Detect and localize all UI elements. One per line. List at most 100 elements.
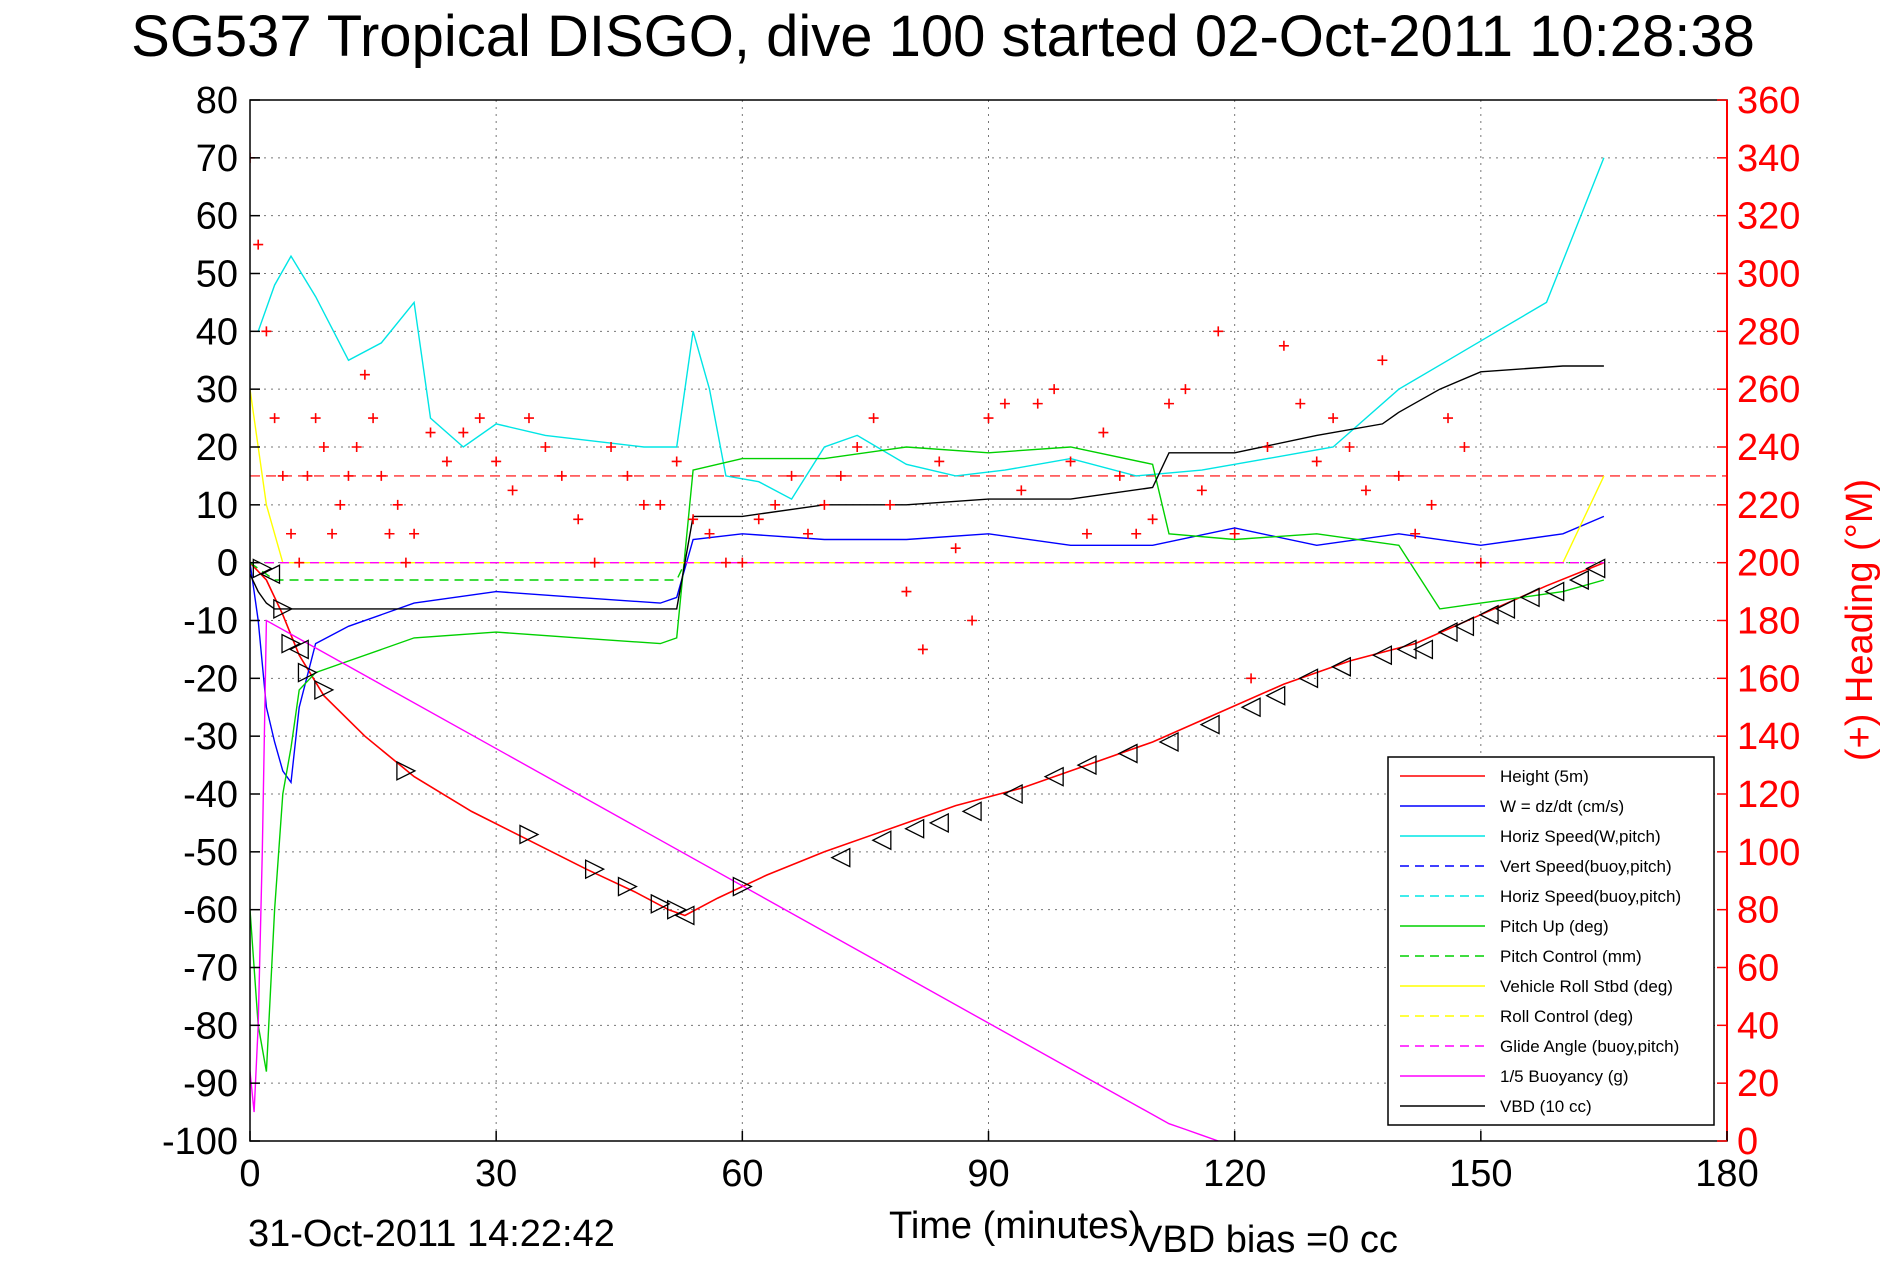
heading-marker — [277, 470, 288, 481]
heading-marker — [1032, 398, 1043, 409]
heading-marker — [573, 514, 584, 525]
heading-marker — [983, 413, 994, 424]
legend-label-7: Vehicle Roll Stbd (deg) — [1500, 977, 1673, 996]
y-tick-label-left: -100 — [162, 1121, 238, 1163]
height-triangle-marker — [1568, 569, 1589, 591]
heading-marker — [770, 499, 781, 510]
heading-marker — [1213, 326, 1224, 337]
y-tick-label-right: 180 — [1737, 601, 1800, 643]
heading-marker — [1262, 442, 1273, 452]
heading-marker — [1393, 470, 1404, 481]
x-tick-label: 150 — [1449, 1153, 1512, 1195]
y-tick-label-right: 160 — [1737, 658, 1800, 700]
height-triangle-marker — [1519, 587, 1540, 608]
heading-marker — [1180, 384, 1191, 395]
heading-marker — [1426, 499, 1437, 510]
heading-marker — [384, 528, 395, 539]
heading-marker — [1459, 442, 1470, 452]
y-tick-label-left: 80 — [196, 80, 238, 122]
heading-marker — [1344, 442, 1355, 452]
legend-label-8: Roll Control (deg) — [1500, 1007, 1633, 1026]
height-triangle-marker — [904, 818, 925, 839]
height-triangle-marker — [650, 893, 671, 914]
heading-marker — [294, 557, 305, 568]
height-triangle-marker — [674, 905, 695, 926]
heading-marker — [688, 514, 699, 525]
x-tick-label: 120 — [1203, 1153, 1266, 1195]
series-line-11 — [250, 365, 1604, 610]
y-tick-label-right: 280 — [1737, 311, 1800, 353]
y-tick-label-right: 20 — [1737, 1063, 1779, 1105]
legend: Height (5m) W = dz/dt (cm/s) Horiz Speed(W… — [1387, 756, 1715, 1126]
heading-marker — [425, 427, 436, 438]
height-triangle-marker — [1076, 755, 1097, 776]
heading-marker — [704, 528, 715, 539]
heading-marker — [1410, 528, 1421, 539]
heading-marker — [400, 557, 411, 568]
height-triangle-marker — [732, 876, 753, 897]
y-tick-label-left: -80 — [183, 1005, 238, 1047]
series-line-5 — [250, 446, 1605, 1072]
y-tick-label-left: -20 — [183, 658, 238, 700]
y-tick-label-left: -50 — [183, 832, 238, 874]
heading-marker — [802, 528, 813, 539]
heading-marker — [253, 239, 264, 250]
heading-marker — [901, 586, 912, 597]
x-tick-label: 0 — [239, 1153, 260, 1195]
heading-marker — [999, 398, 1010, 409]
x-axis-label: Time (minutes) — [889, 1205, 1141, 1247]
series-line-6 — [250, 562, 1604, 581]
height-triangle-marker — [928, 812, 949, 833]
height-triangle-marker — [1437, 622, 1458, 643]
height-triangle-marker — [1585, 558, 1606, 579]
heading-marker — [622, 470, 633, 481]
height-triangle-marker — [961, 801, 982, 822]
height-triangle-marker — [1298, 668, 1319, 689]
x-tick-label: 90 — [967, 1153, 1009, 1195]
heading-marker — [507, 485, 518, 496]
y-tick-label-right: 200 — [1737, 543, 1800, 585]
heading-marker — [1443, 413, 1454, 424]
right-axis-label: (+) Heading (°M) — [1839, 479, 1881, 761]
heading-marker — [917, 644, 928, 655]
legend-label-0: Height (5m) — [1500, 767, 1589, 786]
height-triangle-marker — [1265, 685, 1286, 706]
y-tick-label-right: 0 — [1737, 1121, 1758, 1163]
y-tick-label-right: 320 — [1737, 196, 1800, 238]
y-tick-label-left: 70 — [196, 138, 238, 180]
height-triangle-marker — [281, 633, 302, 654]
legend-label-2: Horiz Speed(W,pitch) — [1500, 827, 1661, 846]
height-triangle-marker — [314, 679, 335, 700]
heading-marker — [523, 413, 534, 424]
y-tick-label-left: 30 — [196, 369, 238, 411]
heading-marker — [638, 499, 649, 510]
legend-label-10: 1/5 Buoyancy (g) — [1500, 1067, 1629, 1086]
heading-marker — [392, 499, 403, 510]
heading-marker — [1246, 673, 1257, 684]
height-triangle-marker — [1330, 656, 1351, 677]
series-layer — [250, 157, 1727, 1141]
heading-marker — [852, 442, 863, 452]
heading-marker — [589, 557, 600, 568]
timestamp-footer: 31-Oct-2011 14:22:42 — [248, 1213, 615, 1255]
height-triangle-marker — [273, 598, 294, 619]
heading-marker — [1131, 528, 1142, 539]
y-tick-label-right: 360 — [1737, 80, 1800, 122]
heading-marker — [1098, 427, 1109, 438]
heading-marker — [556, 470, 567, 481]
legend-box — [1387, 756, 1715, 1126]
heading-marker — [1065, 456, 1076, 467]
y-tick-label-right: 220 — [1737, 485, 1800, 527]
heading-marker — [327, 528, 338, 539]
vbd-bias-footer: VBD bias =0 cc — [1137, 1219, 1398, 1261]
height-triangle-marker — [1158, 731, 1179, 753]
height-triangle-marker — [1240, 697, 1261, 718]
y-tick-label-right: 60 — [1737, 948, 1779, 990]
legend-label-4: Horiz Speed(buoy,pitch) — [1500, 887, 1681, 906]
heading-marker — [491, 456, 502, 467]
legend-label-5: Pitch Up (deg) — [1500, 917, 1609, 936]
height-triangle-marker — [1412, 639, 1434, 660]
y-tick-label-right: 40 — [1737, 1005, 1779, 1047]
heading-marker — [868, 413, 879, 424]
